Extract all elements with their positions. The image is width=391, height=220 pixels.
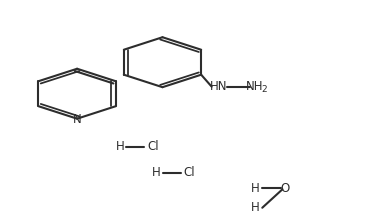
Text: H: H	[115, 140, 124, 153]
Text: H: H	[152, 167, 161, 180]
Text: N: N	[73, 113, 81, 126]
Text: Cl: Cl	[184, 167, 196, 180]
Text: H: H	[251, 201, 260, 214]
Text: H: H	[251, 182, 260, 195]
Text: NH: NH	[246, 80, 264, 93]
Text: HN: HN	[210, 80, 228, 93]
Text: 2: 2	[262, 85, 267, 94]
Text: Cl: Cl	[147, 140, 159, 153]
Text: O: O	[280, 182, 289, 195]
